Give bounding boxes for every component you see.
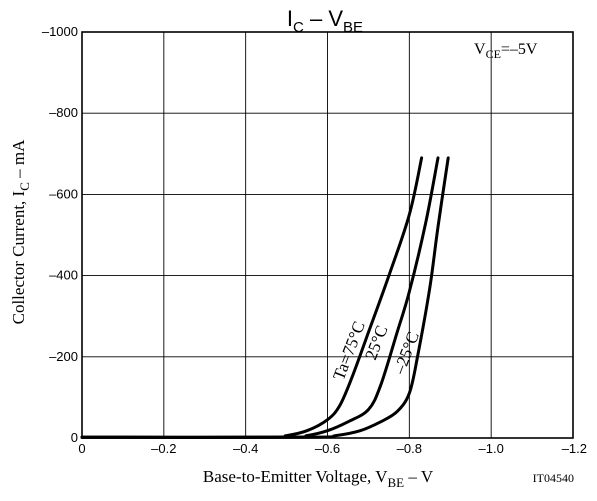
series-line-1 [80,156,440,439]
series-line-2 [80,156,450,439]
y-tick-label: –400 [49,268,78,283]
x-label-main: Base-to-Emitter Voltage, V [203,467,388,486]
title-separator: – [304,6,328,31]
title-sub1: C [293,19,304,36]
y-tick-label: –800 [49,105,78,120]
x-label-tail: – V [404,467,434,486]
condition-tail: =–5V [501,41,538,58]
series-line-0 [80,156,424,439]
x-tick-label: –0.8 [397,441,422,456]
title-main2: V [328,6,343,31]
x-tick-label: –0.2 [151,441,176,456]
y-tick-label: –600 [49,186,78,201]
x-label-sub: BE [388,475,405,490]
title-sub2: BE [343,19,363,36]
x-tick-labels: 0 –0.2 –0.4 –0.6 –0.8 –1.0 –1.2 [78,441,587,456]
y-tick-labels: 0 –200 –400 –600 –800 –1000 [42,24,78,445]
series-lines [80,156,450,439]
y-tick-label: 0 [71,430,78,445]
grid-lines [82,32,573,438]
x-tick-label: –1.2 [562,441,587,456]
condition-main: V [474,41,486,58]
y-axis-label: Collector Current, IC – mA [9,139,32,325]
condition-label: VCE=–5V [474,41,538,61]
chart-title: IC – VBE [287,6,363,36]
y-label-sub: C [17,182,32,191]
x-tick-label: –0.4 [233,441,258,456]
x-tick-label: –1.0 [479,441,504,456]
y-tick-label: –1000 [42,24,78,39]
x-axis-label: Base-to-Emitter Voltage, VBE – V [203,467,434,490]
y-label-tail: – mA [9,139,28,182]
x-tick-label: 0 [78,441,85,456]
y-label-main: Collector Current, I [9,190,28,324]
y-tick-label: –200 [49,349,78,364]
figure-code: IT04540 [533,471,574,485]
title-main: I [287,6,293,31]
condition-sub: CE [486,47,501,61]
x-tick-label: –0.6 [315,441,340,456]
series-labels: Ta=75°C25°C–25°C [329,319,423,383]
